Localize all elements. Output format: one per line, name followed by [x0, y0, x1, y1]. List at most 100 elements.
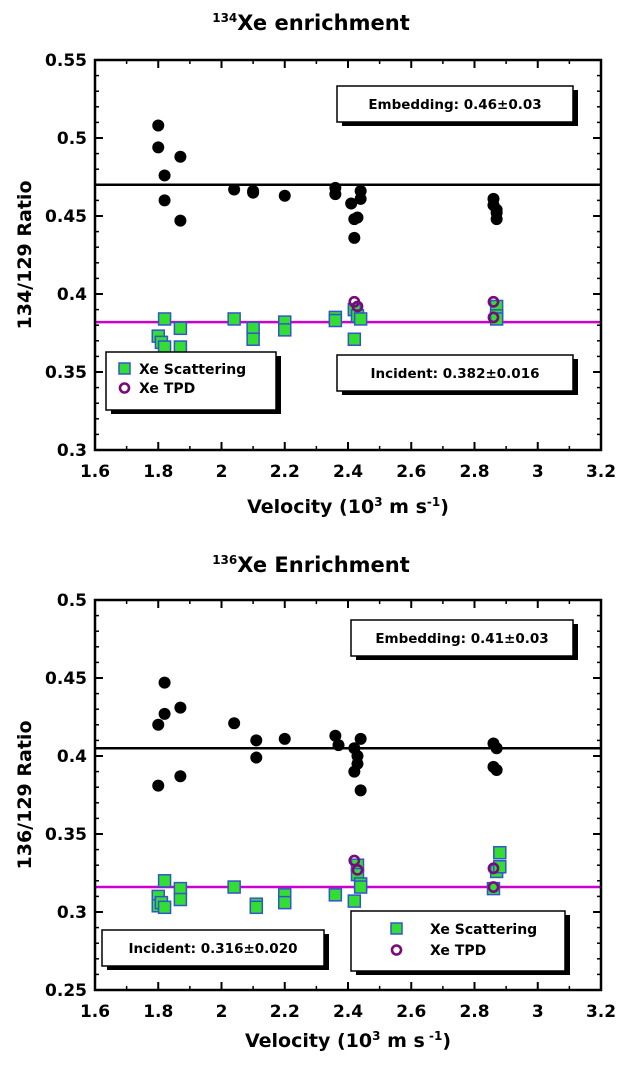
legend-circle-marker: [118, 382, 131, 394]
y-tick-label: 0.4: [57, 285, 87, 305]
x-tick-label: 2.6: [396, 1002, 426, 1022]
scattering-point: [173, 892, 188, 907]
x-axis-label: Velocity (103 m s-1): [247, 495, 449, 518]
scattering-point: [493, 845, 507, 860]
svg-text:Embedding: 0.46±0.03: Embedding: 0.46±0.03: [368, 97, 541, 113]
x-tick-label: 2.2: [270, 462, 300, 482]
tpd-point: [351, 863, 364, 876]
incident-annotation: Incident: 0.382±0.016: [336, 354, 578, 395]
embedding-point: [354, 192, 367, 205]
embedding-point: [348, 231, 361, 244]
embedding-point: [250, 734, 263, 747]
embedding-point: [152, 718, 165, 731]
y-tick-label: 0.4: [57, 747, 87, 767]
embedding-point: [152, 119, 165, 132]
chart-title: 136Xe Enrichment: [212, 553, 410, 577]
embedding-point: [247, 186, 260, 199]
plot-area: [95, 119, 601, 354]
scattering-point: [347, 894, 362, 908]
scattering-point: [157, 874, 172, 888]
y-tick-label: 0.35: [45, 825, 87, 845]
incident-annotation: Incident: 0.316±0.020: [101, 929, 329, 970]
embedding-point: [278, 189, 291, 202]
legend-square-marker: [118, 362, 131, 375]
x-tick-label: 2.4: [333, 462, 363, 482]
y-tick-label: 0.5: [57, 591, 87, 611]
embedding-point: [345, 197, 358, 210]
embedding-point: [351, 211, 364, 224]
embedding-point: [152, 141, 165, 154]
plot-area: [95, 676, 601, 915]
embedding-point: [158, 676, 171, 689]
x-axis-label: Velocity (103 m s -1): [245, 1029, 451, 1052]
x-tick-label: 1.8: [143, 1002, 173, 1022]
scattering-point: [227, 880, 241, 894]
tpd-point: [351, 300, 364, 313]
embedding-point: [174, 214, 187, 227]
tpd-point: [487, 881, 500, 893]
chart-134xe: 134Xe enrichment 1.6 1.8 2 2.2 2.4 2.6 2.8 3 3.2…: [14, 11, 616, 518]
embedding-point: [278, 732, 291, 745]
legend-label: Xe TPD: [139, 381, 195, 397]
embedding-point: [158, 194, 171, 207]
scattering-point: [278, 323, 292, 337]
x-tick-label: 3.2: [586, 1002, 616, 1022]
legend-label: Xe TPD: [430, 943, 486, 959]
embedding-point: [158, 707, 171, 720]
scattering-point: [246, 332, 260, 346]
y-axis-label: 136/129 Ratio: [14, 721, 36, 870]
tpd-point: [487, 295, 500, 308]
x-tick-label: 1.6: [80, 1002, 110, 1022]
axis-ticks: 1.6 1.8 2 2.2 2.4 2.6 2.8 3 3.2 0.25 0.3 0.35 0.4 0.4…: [45, 591, 616, 1022]
x-tick-label: 2.8: [459, 462, 489, 482]
embedding-point: [174, 770, 187, 783]
legend: Xe Scattering Xe TPD: [350, 910, 570, 975]
y-tick-label: 0.45: [45, 669, 87, 689]
embedding-point: [228, 717, 241, 730]
embedding-point: [490, 206, 503, 219]
tpd-point: [487, 311, 500, 324]
y-axis-label: 134/129 Ratio: [14, 181, 36, 330]
x-tick-label: 2: [216, 462, 228, 482]
y-tick-label: 0.45: [45, 207, 87, 227]
scattering-point: [173, 321, 188, 336]
legend-circle-marker: [390, 944, 403, 956]
y-tick-label: 0.3: [57, 903, 87, 923]
chart-136xe: 136Xe Enrichment 1.6 1.8 2 2.2 2.4 2.6 2.8 3 3.2…: [14, 553, 616, 1052]
embedding-point: [228, 183, 241, 196]
y-tick-label: 0.25: [45, 981, 87, 1001]
embedding-point: [329, 188, 342, 201]
scattering-point: [157, 312, 172, 326]
scattering-point: [227, 312, 241, 326]
x-tick-label: 2.2: [270, 1002, 300, 1022]
scattering-point: [157, 900, 172, 915]
x-tick-label: 3: [532, 1002, 544, 1022]
axis-ticks: 1.6 1.8 2 2.2 2.4 2.6 2.8 3 3.2 0.3 0.35 0.4 0.45 0.5…: [45, 51, 616, 482]
embedding-point: [158, 169, 171, 182]
embedding-point: [250, 751, 263, 764]
embedding-annotation: Embedding: 0.46±0.03: [336, 85, 578, 126]
x-tick-label: 3.2: [586, 462, 616, 482]
scattering-point: [347, 332, 362, 346]
y-tick-label: 0.3: [57, 441, 87, 461]
scattering-point: [353, 880, 368, 894]
scattering-point: [278, 895, 292, 910]
legend-square-marker: [390, 922, 403, 935]
embedding-point: [329, 729, 342, 742]
svg-text:Incident: 0.382±0.016: Incident: 0.382±0.016: [371, 366, 540, 382]
embedding-point: [354, 784, 367, 797]
scattering-point: [173, 340, 188, 354]
embedding-point: [332, 739, 345, 752]
embedding-point: [354, 732, 367, 745]
x-tick-label: 2.4: [333, 1002, 363, 1022]
svg-text:Embedding: 0.41±0.03: Embedding: 0.41±0.03: [375, 631, 548, 647]
scattering-point: [353, 312, 368, 326]
chart-title: 134Xe enrichment: [212, 11, 410, 35]
embedding-point: [152, 779, 165, 792]
y-tick-label: 0.5: [57, 129, 87, 149]
y-tick-label: 0.55: [45, 51, 87, 71]
tpd-point: [487, 862, 500, 875]
embedding-point: [174, 701, 187, 714]
x-tick-label: 3: [532, 462, 544, 482]
